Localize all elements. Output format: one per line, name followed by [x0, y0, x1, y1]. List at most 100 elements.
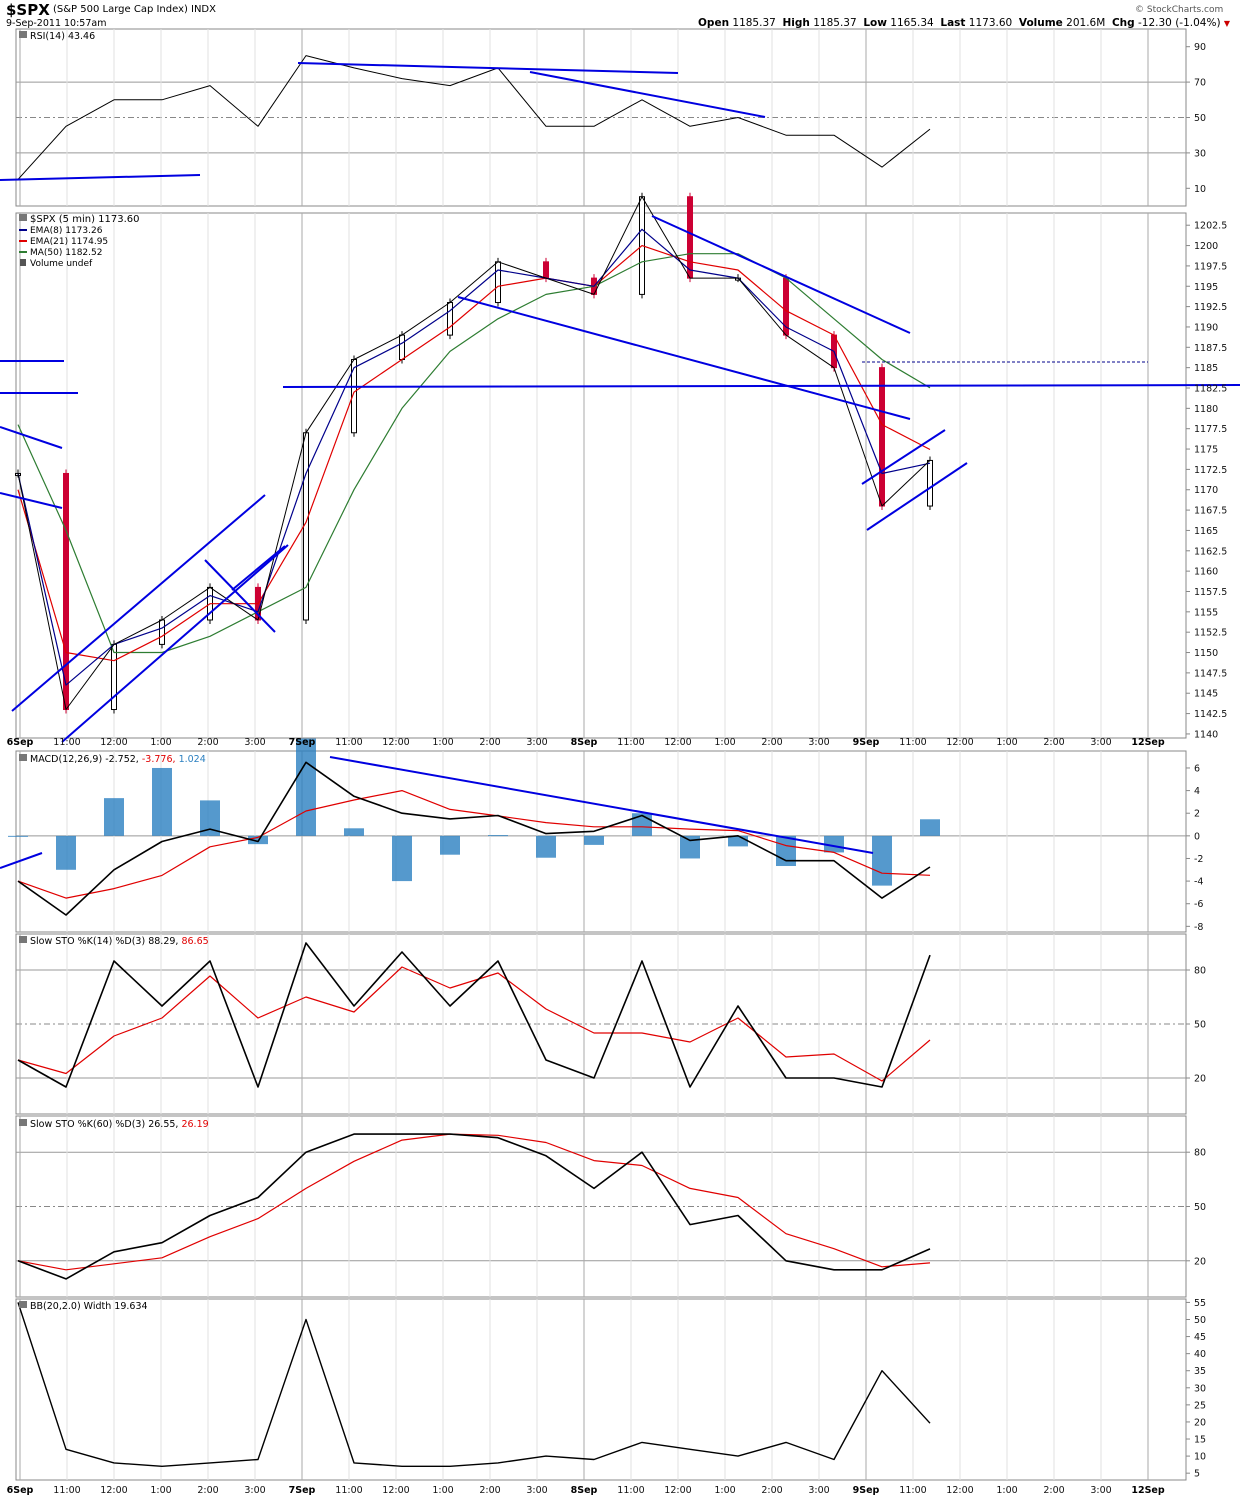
low-label: Low: [863, 17, 887, 29]
datetime: 9-Sep-2011 10:57am: [6, 18, 107, 29]
macd-signal-line: [17, 789, 931, 899]
time-axis-label: 2:00: [479, 1485, 500, 1496]
price-tick-label: 1150: [1194, 648, 1218, 659]
volume-swatch-icon: [20, 259, 26, 266]
price-tick-label: 1175: [1194, 445, 1218, 456]
price-close-line: [17, 196, 931, 710]
macd-tick-label: -4: [1194, 877, 1203, 888]
time-axis-label: 12Sep: [1131, 737, 1165, 748]
time-axis-label: 12:00: [382, 737, 409, 748]
time-axis-label: 2:00: [761, 1485, 782, 1496]
macd-histogram-bar: [8, 835, 28, 837]
time-axis-label: 12:00: [946, 1485, 973, 1496]
time-axis-label: 2:00: [479, 737, 500, 748]
price-tick-label: 1177.5: [1194, 424, 1227, 435]
time-axis-label: 3:00: [526, 1485, 547, 1496]
price-tick-label: 1185: [1194, 363, 1218, 374]
trendline: [0, 426, 63, 449]
rsi-label-text: RSI(14) 43.46: [30, 31, 95, 42]
open-label: Open: [698, 17, 730, 29]
sto60-tick-label: 20: [1194, 1256, 1206, 1267]
legend-title: $SPX (5 min) 1173.60: [30, 214, 140, 225]
last-value: 1173.60: [968, 17, 1013, 29]
time-axis-label: 2:00: [197, 737, 218, 748]
time-axis-label: 12:00: [946, 737, 973, 748]
trendline: [231, 545, 286, 591]
sto14-tick-label: 80: [1194, 966, 1206, 977]
sto60-k: 26.55,: [148, 1119, 178, 1130]
price-tick-label: 1195: [1194, 282, 1218, 293]
price-tick-label: 1172.5: [1194, 465, 1227, 476]
price-legend: $SPX (5 min) 1173.60 EMA(8) 1173.26 EMA(…: [19, 214, 140, 269]
price-swatch-icon: [19, 214, 27, 221]
rsi-label: RSI(14) 43.46: [19, 31, 95, 42]
price-candle: [159, 619, 165, 645]
trendline: [457, 296, 911, 420]
price-tick-label: 1147.5: [1194, 668, 1227, 679]
watermark: © StockCharts.com: [1135, 5, 1224, 15]
sto14-k-line: [17, 942, 931, 1088]
sto60-swatch-icon: [19, 1119, 27, 1126]
low-value: 1165.34: [890, 17, 934, 29]
macd-tick-label: 4: [1194, 786, 1200, 797]
indicator-swatch-icon: [19, 31, 27, 38]
time-axis-label: 1:00: [432, 737, 453, 748]
sto14-d-line: [17, 966, 931, 1082]
legend-ema21: EMA(21) 1174.95: [30, 237, 108, 247]
time-axis-label: 3:00: [1090, 737, 1111, 748]
rsi-tick-label: 70: [1194, 78, 1206, 89]
legend-ma50: MA(50) 1182.52: [30, 248, 102, 258]
time-axis-label: 6Sep: [7, 1485, 34, 1496]
price-tick-label: 1187.5: [1194, 343, 1227, 354]
rsi-tick-label: 10: [1194, 184, 1206, 195]
time-axis-label: 3:00: [244, 1485, 265, 1496]
macd-tick-label: -6: [1194, 899, 1203, 910]
macd-tick-label: 6: [1194, 763, 1200, 774]
macd-histogram-bar: [920, 819, 940, 836]
macd-signal-value: -3.776,: [142, 754, 176, 765]
price-tick-label: 1160: [1194, 567, 1218, 578]
bbw-tick-label: 15: [1194, 1435, 1206, 1446]
bbw-tick-label: 25: [1194, 1400, 1206, 1411]
last-label: Last: [940, 17, 966, 29]
macd-histogram-bar: [728, 835, 748, 847]
ema21-line: [17, 245, 931, 662]
bbw-tick-label: 10: [1194, 1452, 1206, 1463]
time-axis-label: 2:00: [197, 1485, 218, 1496]
price-tick-label: 1182.5: [1194, 384, 1227, 395]
macd-histogram-bar: [104, 798, 124, 836]
price-candle: [687, 196, 693, 279]
trendline: [651, 215, 911, 334]
macd-swatch-icon: [19, 754, 27, 761]
macd-value: -2.752,: [105, 754, 139, 765]
bbw-tick-label: 40: [1194, 1349, 1206, 1360]
legend-volume: Volume undef: [30, 259, 93, 269]
time-axis-label: 2:00: [1043, 1485, 1064, 1496]
time-axis-label: 12:00: [664, 1485, 691, 1496]
price-tick-label: 1180: [1194, 404, 1218, 415]
price-tick-label: 1200: [1194, 241, 1218, 252]
macd-hist-value: 1.024: [179, 754, 206, 765]
trendline: [61, 544, 289, 743]
bbw-label: BB(20,2.0) Width 19.634: [30, 1301, 148, 1312]
time-axis-label: 8Sep: [571, 1485, 598, 1496]
time-axis-label: 2:00: [1043, 737, 1064, 748]
price-tick-label: 1202.5: [1194, 221, 1227, 232]
bbw-tick-label: 20: [1194, 1417, 1206, 1428]
quote-summary: Open 1185.37 High 1185.37 Low 1165.34 La…: [698, 17, 1230, 29]
rsi-tick-label: 50: [1194, 113, 1206, 124]
macd-histogram-bar: [536, 835, 556, 858]
exchange: INDX: [191, 4, 216, 15]
trendline: [0, 492, 63, 509]
bbw-swatch-icon: [19, 1301, 27, 1308]
bbw-tick-label: 50: [1194, 1315, 1206, 1326]
macd-histogram-bar: [56, 835, 76, 870]
sto60-d: 26.19: [181, 1119, 208, 1130]
time-axis-label: 9Sep: [853, 737, 880, 748]
symbol-name: (S&P 500 Large Cap Index): [53, 4, 188, 15]
trendline: [861, 429, 946, 485]
time-axis-label: 1:00: [714, 1485, 735, 1496]
price-tick-label: 1167.5: [1194, 506, 1227, 517]
time-axis-label: 12:00: [664, 737, 691, 748]
macd-histogram-bar: [440, 835, 460, 855]
